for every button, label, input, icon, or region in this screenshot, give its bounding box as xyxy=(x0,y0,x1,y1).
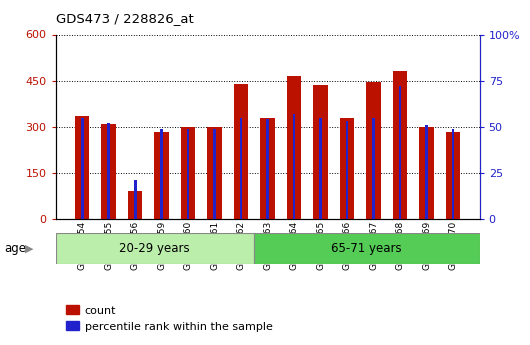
Bar xyxy=(366,82,381,219)
Bar xyxy=(313,85,328,219)
Bar xyxy=(181,127,196,219)
Bar xyxy=(452,129,454,219)
Bar xyxy=(154,132,169,219)
Bar xyxy=(293,114,295,219)
Bar xyxy=(101,124,116,219)
Bar xyxy=(161,129,163,219)
Bar xyxy=(260,118,275,219)
Text: ▶: ▶ xyxy=(25,244,34,253)
Bar xyxy=(240,118,242,219)
Bar xyxy=(346,121,348,219)
Bar xyxy=(56,233,253,264)
Bar xyxy=(425,125,428,219)
Bar xyxy=(340,118,355,219)
Bar xyxy=(446,132,461,219)
Text: GDS473 / 228826_at: GDS473 / 228826_at xyxy=(56,12,193,25)
Bar xyxy=(399,86,401,219)
Bar xyxy=(393,71,408,219)
Bar xyxy=(207,127,222,219)
Text: 20-29 years: 20-29 years xyxy=(119,242,190,255)
Text: age: age xyxy=(4,242,26,255)
Bar xyxy=(108,123,110,219)
Bar xyxy=(267,119,269,219)
Bar xyxy=(253,233,480,264)
Bar xyxy=(234,84,249,219)
Bar xyxy=(128,191,143,219)
Bar xyxy=(81,118,84,219)
Bar xyxy=(214,129,216,219)
Text: 65-71 years: 65-71 years xyxy=(331,242,402,255)
Bar xyxy=(134,180,137,219)
Bar xyxy=(287,76,302,219)
Bar xyxy=(75,116,90,219)
Bar xyxy=(372,118,375,219)
Legend: count, percentile rank within the sample: count, percentile rank within the sample xyxy=(61,300,277,336)
Bar xyxy=(419,127,434,219)
Bar xyxy=(319,118,322,219)
Bar xyxy=(187,129,190,219)
